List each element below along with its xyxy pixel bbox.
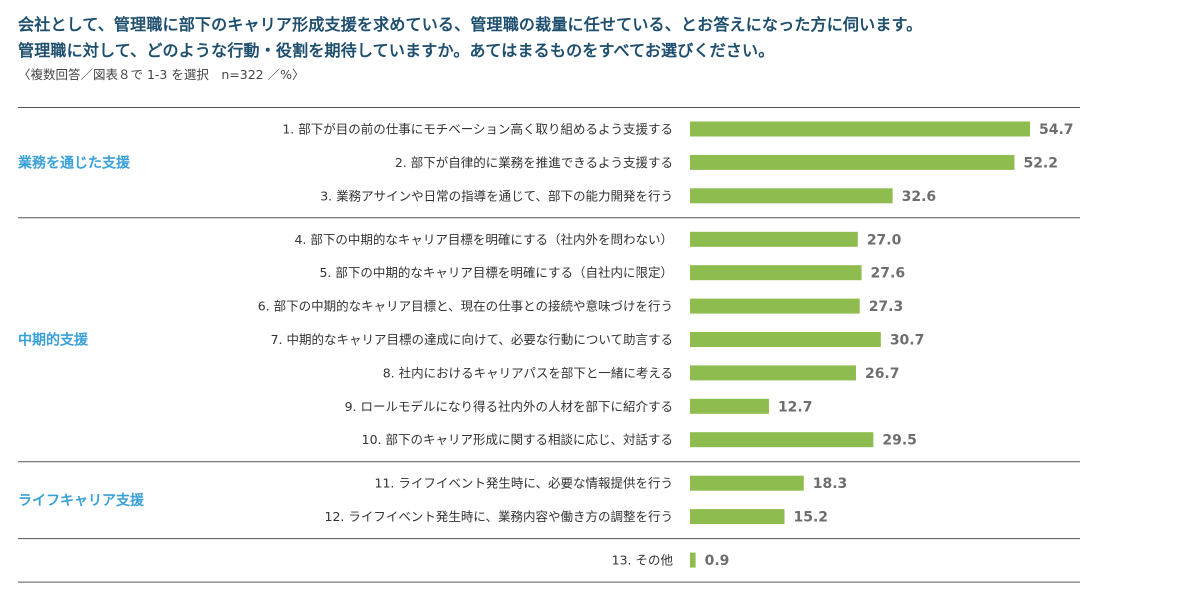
question-line-2: 管理職に対して、どのような行動・役割を期待していますか。あてはまるものをすべてお… [18, 41, 775, 60]
bar [690, 231, 858, 247]
item-label: 6. 部下の中期的なキャリア目標と、現在の仕事との接続や意味づけを行う [258, 299, 673, 314]
bar [690, 398, 769, 414]
sample-note: 〈複数回答／図表８で 1-3 を選択 n=322 ／%〉 [18, 67, 305, 82]
bar [690, 265, 862, 281]
value-label: 54.7 [1039, 122, 1074, 138]
item-label: 2. 部下が自律的に業務を推進できるよう支援する [395, 155, 673, 170]
value-label: 27.6 [871, 266, 906, 282]
bar [690, 509, 785, 525]
item-label: 3. 業務アサインや日常の指導を通じて、部下の能力開発を行う [320, 188, 673, 203]
bar [690, 154, 1015, 170]
value-label: 27.0 [867, 232, 902, 248]
bar [690, 475, 804, 491]
bar [690, 332, 881, 347]
value-label: 0.9 [705, 553, 730, 569]
value-label: 26.7 [865, 366, 900, 382]
item-label: 5. 部下の中期的なキャリア目標を明確にする（自社内に限定） [319, 265, 673, 280]
value-label: 32.6 [902, 189, 937, 205]
item-label: 11. ライフイベント発生時に、必要な情報提供を行う [375, 476, 673, 491]
value-label: 30.7 [890, 333, 925, 349]
bar [690, 121, 1030, 137]
item-label: 8. 社内におけるキャリアパスを部下と一緒に考える [383, 365, 673, 380]
value-label: 29.5 [882, 433, 917, 449]
group-label: ライフキャリア支援 [18, 492, 145, 509]
value-label: 52.2 [1023, 155, 1058, 171]
item-label: 9. ロールモデルになり得る社内外の人材を部下に紹介する [345, 399, 673, 414]
bar [690, 298, 860, 314]
group-label: 業務を通じた支援 [17, 154, 131, 171]
value-label: 18.3 [813, 476, 848, 492]
item-label: 4. 部下の中期的なキャリア目標を明確にする（社内外を問わない） [294, 232, 673, 247]
bar [690, 188, 893, 204]
item-label: 1. 部下が目の前の仕事にモチベーション高く取り組めるよう支援する [282, 122, 673, 137]
value-label: 15.2 [793, 510, 828, 526]
group-label: 中期的支援 [18, 332, 89, 349]
bar [690, 365, 856, 381]
item-label: 10. 部下のキャリア形成に関する相談に応じ、対話する [362, 432, 673, 447]
bar [690, 432, 874, 448]
question-line-1: 会社として、管理職に部下のキャリア形成支援を求めている、管理職の裁量に任せている… [18, 15, 923, 34]
bar [690, 552, 696, 568]
item-label: 7. 中期的なキャリア目標の達成に向けて、必要な行動について助言する [271, 332, 673, 347]
item-label: 12. ライフイベント発生時に、業務内容や働き方の調整を行う [325, 509, 673, 524]
value-label: 12.7 [778, 399, 813, 415]
item-label: 13. その他 [612, 553, 674, 568]
value-label: 27.3 [869, 299, 904, 315]
